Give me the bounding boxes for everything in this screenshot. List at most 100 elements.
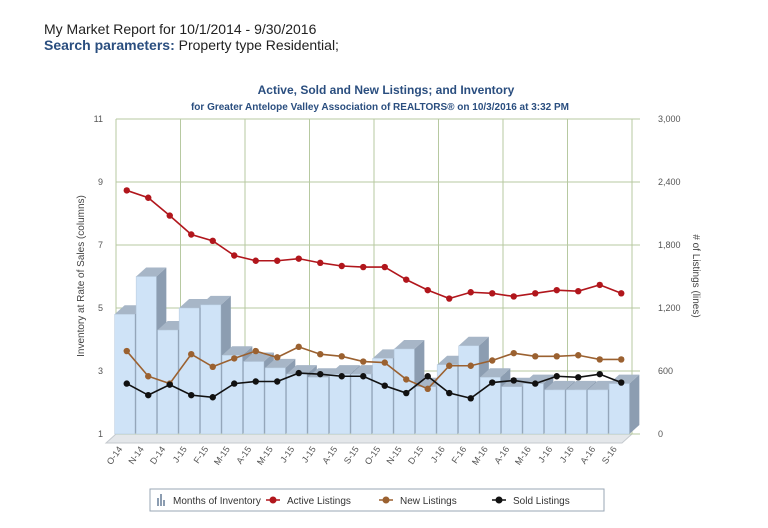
active-listings-point[interactable]: [231, 252, 238, 259]
sold-listings-point[interactable]: [360, 373, 367, 380]
sold-listings-point[interactable]: [618, 379, 625, 386]
new-listings-point[interactable]: [403, 376, 410, 383]
x-tick-label: M-15: [255, 444, 275, 467]
x-tick-label: A-16: [492, 444, 511, 465]
active-listings-point[interactable]: [424, 286, 431, 294]
new-listings-point[interactable]: [338, 353, 345, 360]
active-listings-point[interactable]: [403, 276, 410, 283]
sold-listings-point[interactable]: [553, 373, 560, 380]
new-listings-point[interactable]: [446, 362, 453, 369]
active-listings-point[interactable]: [188, 231, 195, 238]
sold-listings-point[interactable]: [381, 382, 388, 389]
active-listings-point[interactable]: [467, 289, 474, 296]
sold-listings-point[interactable]: [274, 378, 281, 385]
sold-listings-point[interactable]: [338, 373, 345, 380]
sold-listings-point[interactable]: [596, 370, 603, 378]
active-listings-point[interactable]: [317, 259, 324, 267]
active-listings-point[interactable]: [274, 257, 281, 264]
new-listings-point[interactable]: [360, 358, 367, 365]
plot-floor: [104, 433, 634, 444]
legend-label-sold-listings: Sold Listings: [513, 496, 570, 507]
y-axis-left-label: Inventory at Rate of Sales (columns): [76, 195, 87, 357]
new-listings-point[interactable]: [145, 373, 152, 380]
legend-item-active-listings[interactable]: Active Listings: [266, 496, 351, 507]
new-listings-point[interactable]: [381, 359, 388, 366]
new-listings-point[interactable]: [317, 351, 324, 358]
new-listings-point[interactable]: [596, 356, 603, 363]
y-left-tick-label: 9: [98, 177, 103, 187]
sold-listings-point[interactable]: [424, 373, 431, 380]
active-listings-point[interactable]: [381, 263, 388, 271]
active-listings-point[interactable]: [360, 263, 367, 271]
sold-listings-point[interactable]: [252, 378, 259, 385]
new-listings-point[interactable]: [618, 356, 625, 363]
active-listings-point[interactable]: [252, 257, 259, 264]
new-listings-point[interactable]: [553, 353, 560, 360]
sold-listings-point[interactable]: [209, 394, 216, 401]
sold-listings-point[interactable]: [145, 391, 152, 399]
active-listings-point[interactable]: [446, 295, 453, 302]
bar-front: [243, 361, 265, 435]
legend-box: [149, 488, 605, 512]
sold-listings-point[interactable]: [295, 369, 302, 377]
new-listings-point[interactable]: [123, 347, 130, 355]
sold-listings-point[interactable]: [403, 389, 410, 397]
new-listings-point[interactable]: [489, 357, 496, 364]
active-listings-point[interactable]: [209, 237, 216, 244]
active-listings-point[interactable]: [596, 281, 603, 289]
sold-listings-point[interactable]: [489, 379, 496, 386]
legend-item-months-of-inventory[interactable]: Months of Inventory: [157, 494, 261, 507]
bar-front: [522, 383, 544, 435]
new-listings-point[interactable]: [510, 349, 517, 357]
x-tick-label: J-15: [171, 444, 189, 464]
sold-listings-point[interactable]: [317, 370, 324, 378]
new-listings-point[interactable]: [424, 385, 431, 393]
active-listings-point[interactable]: [618, 290, 625, 297]
new-listings-point[interactable]: [274, 354, 281, 361]
bar-top: [222, 346, 253, 356]
x-tick-label: A-15: [320, 444, 339, 465]
new-listings-point[interactable]: [575, 352, 582, 359]
sold-listings-point[interactable]: [166, 381, 173, 388]
chart-title: Active, Sold and New Listings; and Inven…: [258, 83, 515, 97]
active-listings-point[interactable]: [145, 194, 152, 201]
bar-front: [221, 355, 243, 435]
legend-item-sold-listings[interactable]: Sold Listings: [492, 496, 570, 507]
active-listings-point[interactable]: [338, 262, 345, 270]
sold-listings-point[interactable]: [446, 389, 453, 397]
sold-listings-point[interactable]: [188, 391, 195, 399]
new-listings-point[interactable]: [252, 347, 259, 355]
x-tick-label: J-16: [429, 444, 447, 464]
sold-listings-point[interactable]: [510, 377, 517, 384]
new-marker-icon: [382, 496, 390, 504]
active-listings-point[interactable]: [489, 290, 496, 297]
new-listings-point[interactable]: [188, 351, 195, 358]
active-listings-point[interactable]: [575, 288, 582, 295]
sold-listings-point[interactable]: [532, 380, 539, 387]
active-listings-point[interactable]: [295, 255, 302, 262]
active-listings-point[interactable]: [123, 187, 130, 194]
sold-listings-point[interactable]: [231, 380, 238, 387]
y-right-tick-label: 600: [658, 366, 673, 376]
active-listings-point[interactable]: [510, 293, 517, 300]
search-parameters-label: Search parameters:: [44, 37, 175, 53]
sold-listings-point[interactable]: [123, 380, 130, 387]
active-listings-point[interactable]: [553, 286, 560, 294]
active-listings-point[interactable]: [166, 212, 173, 219]
bar-front: [307, 377, 329, 435]
y-left-tick-label: 3: [98, 366, 103, 376]
sold-listings-point[interactable]: [575, 374, 582, 381]
legend-item-new-listings[interactable]: New Listings: [379, 496, 457, 507]
new-listings-point[interactable]: [231, 355, 238, 362]
new-listings-point[interactable]: [295, 343, 302, 351]
new-listings-point[interactable]: [209, 363, 216, 370]
sold-listings-point[interactable]: [467, 395, 474, 402]
x-tick-label: F-16: [450, 444, 469, 465]
legend-label-active-listings: Active Listings: [287, 496, 351, 507]
new-listings-point[interactable]: [532, 353, 539, 360]
y-right-tick-label: 0: [658, 429, 663, 439]
x-tick-label: J-15: [300, 444, 318, 464]
x-tick-label: S-15: [342, 444, 361, 465]
active-listings-point[interactable]: [532, 290, 539, 297]
new-listings-point[interactable]: [467, 362, 474, 369]
